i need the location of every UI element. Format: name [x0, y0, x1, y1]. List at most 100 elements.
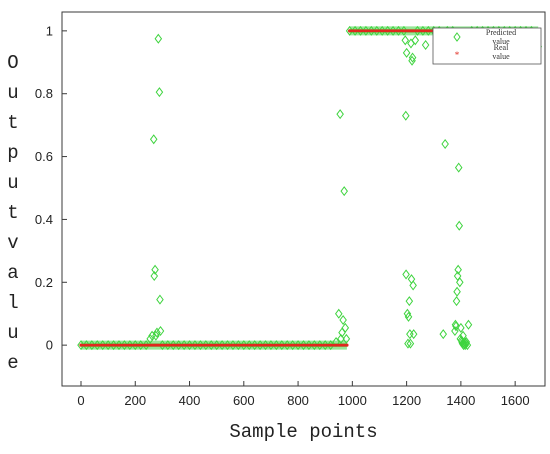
- legend-predicted-marker: [453, 32, 461, 42]
- predicted-value-point: [464, 319, 473, 330]
- predicted-value-point: [150, 270, 159, 282]
- predicted-value-point: [401, 35, 410, 46]
- legend-real-label: Real value: [492, 43, 510, 61]
- predicted-value-point: [394, 25, 403, 36]
- y-tick-label: 1: [46, 23, 53, 38]
- x-tick-label: 400: [179, 393, 201, 408]
- x-tick-label: 800: [287, 393, 309, 408]
- predicted-value-point: [245, 340, 254, 351]
- predicted-value-point: [310, 340, 319, 351]
- predicted-value-point: [288, 340, 297, 351]
- predicted-value-point: [453, 286, 461, 297]
- predicted-value-point: [345, 25, 354, 36]
- predicted-value-point: [339, 314, 347, 326]
- x-axis-label: Sample points: [229, 421, 377, 443]
- predicted-value-point: [362, 25, 370, 36]
- predicted-value-point: [335, 308, 343, 319]
- legend-box: [432, 27, 542, 65]
- predicted-value-point: [155, 87, 164, 98]
- predicted-value-point: [411, 35, 420, 46]
- predicted-value-point: [88, 340, 96, 351]
- predicted-value-point: [404, 338, 412, 349]
- predicted-value-point: [451, 319, 460, 330]
- predicted-value-point: [261, 340, 270, 351]
- y-tick-label: 0.4: [35, 212, 53, 227]
- x-tick-label: 0: [77, 393, 84, 408]
- predicted-value-point: [196, 340, 205, 351]
- predicted-value-point: [154, 33, 163, 44]
- x-tick-label: 1200: [392, 393, 421, 408]
- predicted-value-point: [402, 269, 410, 280]
- predicted-value-point: [149, 134, 158, 145]
- predicted-value-point: [351, 25, 359, 36]
- predicted-value-point: [152, 330, 160, 341]
- predicted-value-point: [229, 340, 237, 351]
- x-tick-label: 1400: [446, 393, 475, 408]
- predicted-value-point: [402, 47, 411, 58]
- predicted-value-point: [212, 340, 221, 351]
- predicted-value-point: [126, 340, 134, 351]
- predicted-value-point: [356, 25, 365, 36]
- predicted-value-point: [421, 39, 430, 51]
- predicted-value-point: [403, 308, 412, 319]
- predicted-value-point: [372, 25, 381, 36]
- y-axis-label-char: l: [7, 292, 18, 314]
- predicted-value-point: [93, 340, 102, 351]
- predicted-value-point: [146, 333, 154, 344]
- predicted-value-point: [207, 340, 216, 351]
- predicted-value-point: [321, 340, 329, 351]
- predicted-value-point: [454, 264, 462, 275]
- predicted-value-point: [408, 52, 417, 63]
- y-tick-label: 0: [46, 338, 53, 353]
- axes-layer: 0 200 400 600 800 1000 1200 1400 1600 0 0.2 0.4 0.6 0…: [35, 23, 530, 408]
- predicted-value-point: [98, 340, 107, 351]
- predicted-value-point: [439, 329, 448, 340]
- predicted-value-point: [337, 333, 345, 344]
- predicted-value-point: [452, 296, 461, 307]
- predicted-value-point: [158, 340, 167, 351]
- predicted-value-point: [202, 340, 210, 351]
- predicted-value-point: [336, 109, 344, 120]
- predicted-value-point: [250, 340, 259, 351]
- predicted-value-point: [156, 325, 165, 337]
- y-axis-label-char: u: [7, 82, 18, 104]
- legend: Predicted value * Real value: [432, 27, 542, 65]
- predicted-value-point: [136, 340, 145, 351]
- y-tick-label: 0.6: [35, 149, 53, 164]
- x-tick-label: 1000: [338, 393, 367, 408]
- y-axis-label-char: a: [7, 262, 18, 284]
- predicted-value-point: [174, 340, 183, 351]
- predicted-value-point: [223, 340, 232, 351]
- y-axis-label-char: t: [7, 112, 18, 134]
- predicted-value-point: [151, 264, 159, 275]
- predicted-value-point: [131, 340, 140, 351]
- y-axis-label-char: u: [7, 322, 18, 344]
- predicted-value-point: [404, 311, 413, 322]
- predicted-value-point: [283, 340, 291, 351]
- predicted-value-point: [419, 25, 427, 36]
- predicted-value-point: [272, 340, 281, 351]
- x-tick-label: 600: [233, 393, 255, 408]
- predicted-value-point: [424, 25, 433, 36]
- predicted-value-point: [256, 340, 264, 351]
- y-tick-label: 0.2: [35, 275, 53, 290]
- plot-area: [61, 11, 546, 387]
- predicted-value-point: [77, 340, 85, 351]
- predicted-value-point: [299, 340, 308, 351]
- y-axis-label-char: u: [7, 172, 18, 194]
- predicted-value-point: [457, 322, 465, 333]
- predicted-value-point: [455, 220, 464, 231]
- predicted-value-point: [342, 333, 351, 344]
- predicted-value-point: [164, 340, 172, 351]
- predicted-value-point: [142, 340, 150, 351]
- predicted-value-point: [267, 340, 275, 351]
- predicted-value-point: [115, 340, 123, 351]
- predicted-value-point: [367, 25, 376, 36]
- predicted-value-point: [441, 138, 449, 150]
- predicted-value-point: [454, 162, 463, 173]
- y-axis-label-char: e: [7, 352, 18, 374]
- predicted-value-point: [383, 25, 392, 36]
